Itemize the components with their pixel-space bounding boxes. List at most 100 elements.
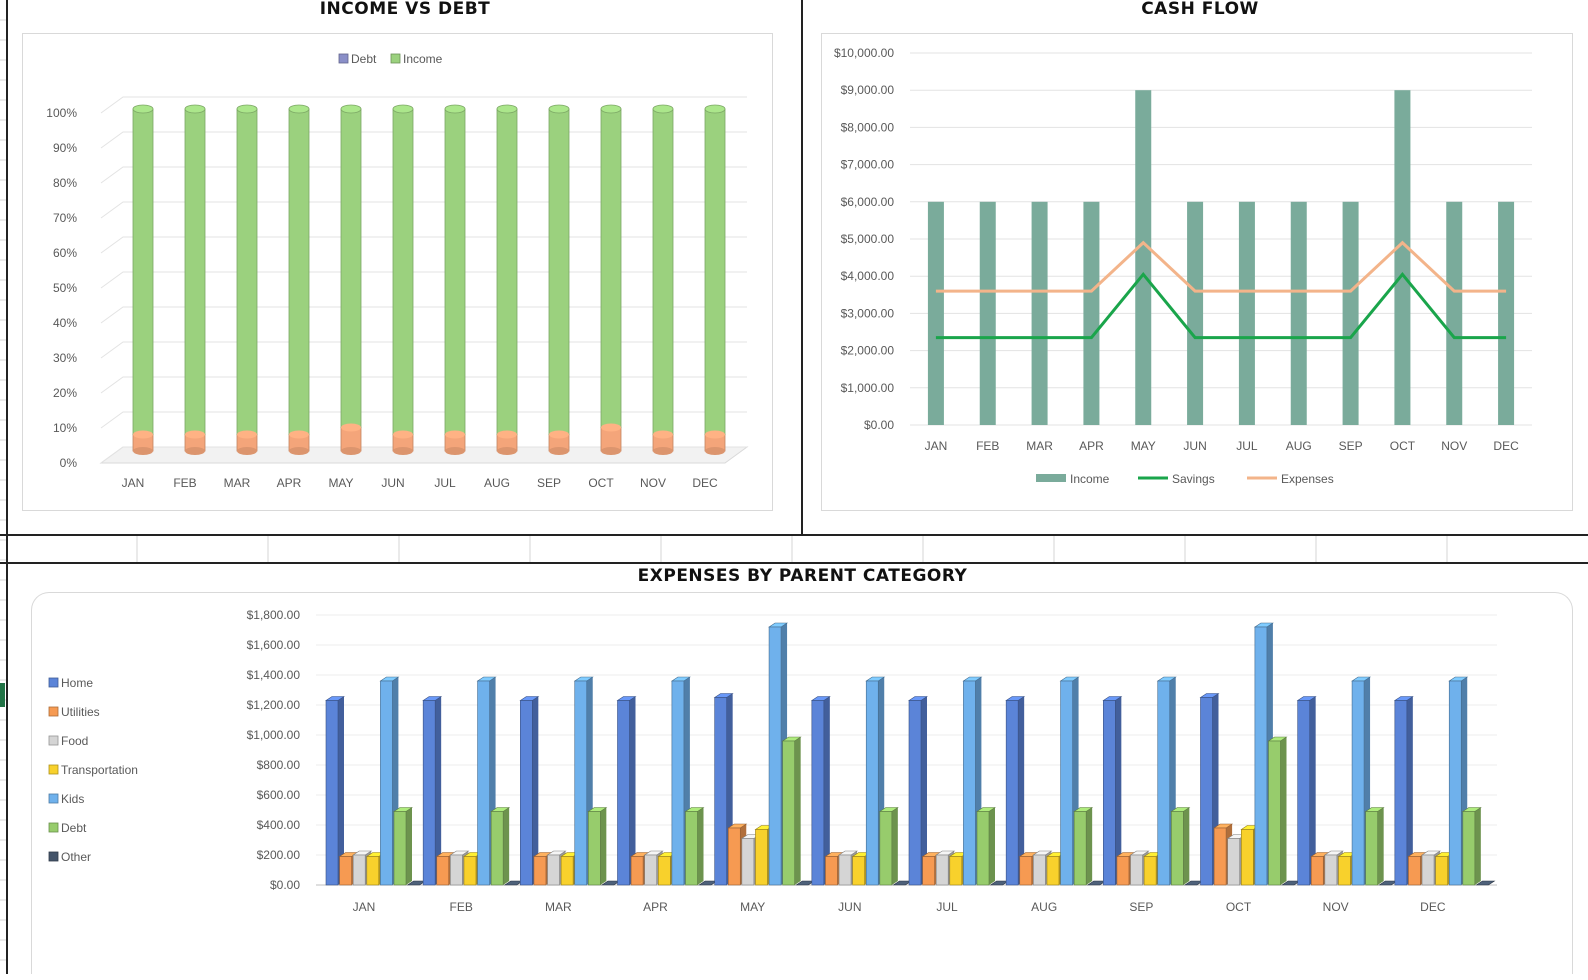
bar-utilities: [825, 856, 838, 886]
bar-food: [935, 854, 949, 886]
y-tick-label: $3,000.00: [841, 306, 895, 320]
legend-label: Savings: [1172, 472, 1215, 486]
bar-debt-side: [1280, 737, 1287, 885]
income-vs-debt-plot: 0% 10% 20% 30% 40% 50% 60% 70% 80% 90% 100% JAN FEB M…: [46, 52, 749, 490]
gridline: [100, 96, 747, 114]
bar-debt: [1462, 811, 1476, 886]
y-tick-label: 20%: [53, 386, 77, 400]
bar-home-side: [435, 696, 442, 885]
expenses-title: EXPENSES BY PARENT CATEGORY: [637, 566, 968, 586]
legend-swatch: [48, 706, 59, 717]
bar-income: [1394, 90, 1411, 425]
bar-income-top: [496, 104, 518, 114]
legend-swatch: [48, 851, 59, 862]
bar-kids: [1448, 680, 1462, 886]
x-tick-label: OCT: [1390, 439, 1416, 453]
bar-debt-base: [185, 447, 205, 455]
bar-debt-base: [549, 447, 569, 455]
bar-utilities: [1310, 856, 1324, 886]
bar-food: [1227, 838, 1240, 886]
x-tick-label: DEC: [692, 476, 718, 490]
expenses-plot: $0.00 $200.00 $400.00 $600.00 $800.00 $1,000.…: [48, 608, 1497, 914]
bar-food: [450, 854, 463, 886]
cash-flow-chart[interactable]: $0.00 $1,000.00 $2,000.00 $3,000.00 $4,000.0…: [821, 33, 1573, 511]
bar-debt: [879, 811, 893, 886]
gridline: [100, 201, 747, 219]
x-tick-label: DEC: [1420, 900, 1446, 914]
bar-food: [1421, 854, 1435, 886]
bar-kids: [574, 680, 588, 886]
legend-swatch: [48, 677, 59, 688]
cash-flow-plot: $0.00 $1,000.00 $2,000.00 $3,000.00 $4,000.0…: [834, 46, 1532, 486]
bar-income-top: [392, 104, 414, 114]
bar-income: [1290, 201, 1307, 425]
x-tick-label: APR: [277, 476, 302, 490]
bar-debt-top: [497, 430, 517, 439]
bar-debt-side: [794, 737, 801, 885]
legend-label: Debt: [61, 821, 87, 835]
bar-debt-side: [600, 807, 607, 885]
bar-debt: [1073, 811, 1087, 886]
bar-transportation: [1338, 856, 1351, 886]
legend-swatch: [1036, 474, 1066, 482]
x-tick-label: JUN: [1183, 439, 1206, 453]
bar-income: [1238, 201, 1255, 425]
x-tick-label: FEB: [976, 439, 999, 453]
bar-home-side: [823, 696, 830, 885]
bar-home-side: [1018, 696, 1025, 885]
bar-debt: [685, 811, 698, 886]
bar-debt-top: [393, 430, 413, 439]
income-vs-debt-chart[interactable]: 0% 10% 20% 30% 40% 50% 60% 70% 80% 90% 100% JAN FEB M…: [22, 33, 773, 511]
y-tick-label: 80%: [53, 176, 77, 190]
bar-kids: [477, 680, 490, 886]
legend-label: Expenses: [1281, 472, 1334, 486]
bar-debt-top: [237, 430, 257, 439]
bar-transportation: [1435, 856, 1448, 886]
bar-home: [422, 700, 436, 886]
bar-debt-side: [503, 807, 510, 885]
x-tick-label: JUN: [381, 476, 404, 490]
bar-income: [132, 108, 154, 435]
y-tick-label: $10,000.00: [834, 46, 894, 60]
cell-gridlines: [0, 19, 1448, 961]
bar-transportation: [852, 856, 865, 886]
bar-utilities: [727, 827, 741, 886]
x-tick-label: MAR: [224, 476, 251, 490]
line-savings: [935, 271, 1507, 340]
legend-label: Income: [1070, 472, 1110, 486]
bar-utilities: [1116, 856, 1130, 886]
bar-home: [1394, 700, 1408, 886]
y-tick-label: $1,400.00: [247, 668, 301, 682]
y-tick-label: $2,000.00: [841, 344, 895, 358]
expenses-chart[interactable]: $0.00 $200.00 $400.00 $600.00 $800.00 $1,000.…: [31, 592, 1573, 974]
y-tick-label: $9,000.00: [841, 83, 895, 97]
bar-debt-base: [341, 447, 361, 455]
x-tick-label: SEP: [1339, 439, 1363, 453]
legend-label: Food: [61, 734, 88, 748]
bar-kids: [865, 680, 879, 886]
bar-income: [1135, 90, 1152, 425]
x-tick-label: MAR: [1026, 439, 1053, 453]
bar-debt-side: [1183, 807, 1190, 885]
bar-utilities: [1408, 856, 1421, 886]
bar-debt-base: [237, 447, 257, 455]
gridline: [100, 446, 747, 464]
bar-income: [1446, 201, 1463, 425]
bar-debt-side: [406, 807, 412, 885]
y-tick-label: $4,000.00: [841, 269, 895, 283]
bar-debt-base: [133, 447, 153, 455]
bar-debt-base: [445, 447, 465, 455]
x-tick-label: NOV: [1323, 900, 1349, 914]
bar-income-top: [288, 104, 310, 114]
bar-income: [1187, 201, 1204, 425]
y-tick-label: $1,600.00: [247, 638, 301, 652]
x-tick-label: MAY: [328, 476, 353, 490]
bar-debt-top: [185, 430, 205, 439]
x-tick-label: JUL: [1236, 439, 1258, 453]
bar-home: [1103, 700, 1116, 886]
y-tick-label: $7,000.00: [841, 158, 895, 172]
bar-debt-top: [549, 430, 569, 439]
x-tick-label: AUG: [1031, 900, 1057, 914]
bar-home-side: [1115, 696, 1122, 885]
y-tick-label: $5,000.00: [841, 232, 895, 246]
